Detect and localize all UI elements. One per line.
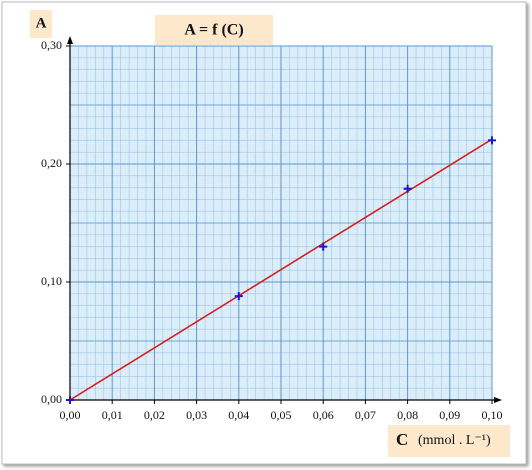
fit-line [69,138,493,401]
x-axis-unit: (mmol . L⁻¹) [418,433,491,448]
y-tick-label: 0,30 [41,38,62,52]
x-tick-label: 0,10 [482,408,503,422]
data-point [66,396,74,404]
data-point [403,184,412,193]
y-tick-label: 0,20 [41,156,62,170]
y-label-box [30,10,52,38]
x-tick-label: 0,03 [186,408,207,422]
y-tick-label: 0,10 [41,274,62,288]
x-tick-label: 0,01 [102,408,123,422]
data-point [488,136,496,145]
x-tick-label: 0,02 [144,408,165,422]
x-tick-label: 0,07 [355,408,376,422]
y-axis-label: A [36,15,47,31]
x-tick-label: 0,00 [60,408,81,422]
x-tick-label: 0,08 [397,408,418,422]
y-axis-arrow [67,36,73,44]
y-tick-label: 0,00 [41,392,62,406]
x-axis-arrow [494,397,502,403]
x-tick-label: 0,09 [439,408,460,422]
x-tick-label: 0,04 [228,408,249,422]
x-tick-label: 0,06 [313,408,334,422]
chart-title: A = f (C) [184,22,243,39]
x-axis-label: C [396,430,408,449]
data-point [234,292,243,301]
x-label-box [388,425,510,457]
data-point [319,242,328,251]
x-tick-label: 0,05 [271,408,292,422]
title-box [155,15,273,45]
